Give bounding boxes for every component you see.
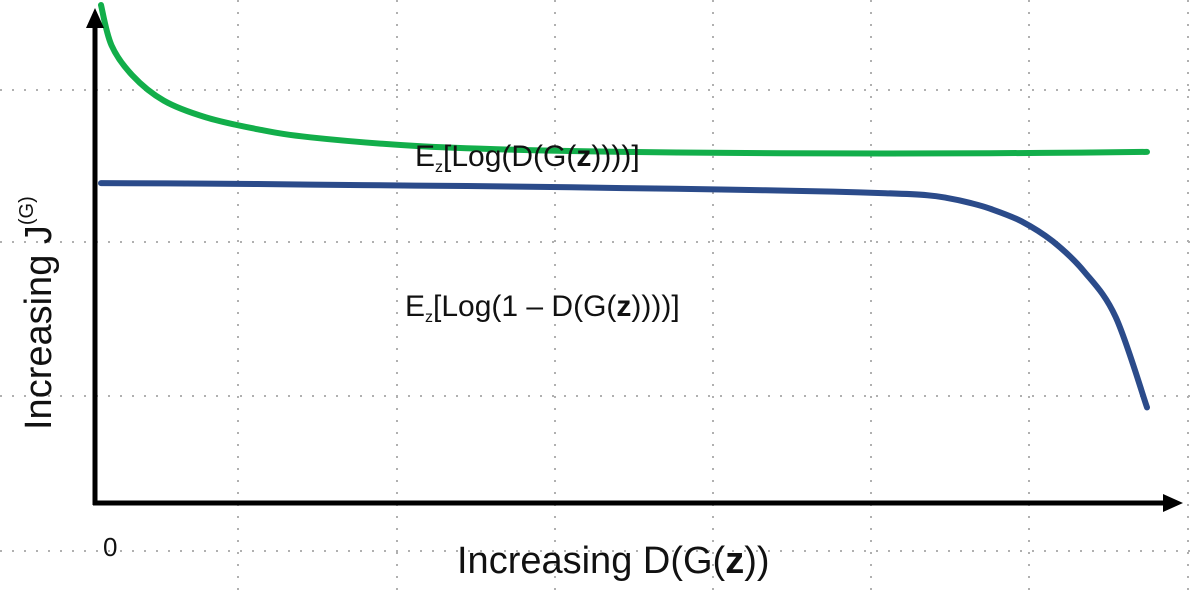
x-axis-arrowhead <box>1163 494 1183 512</box>
chart-axes <box>86 8 1183 512</box>
green-series-line <box>98 2 1150 157</box>
green-series-label: Ez[Log(D(G(z))))] <box>415 140 640 176</box>
blue-series-label: Ez[Log(1 – D(G(z))))] <box>405 290 680 326</box>
blue-series-line <box>98 180 1150 411</box>
chart-series-group <box>98 2 1150 411</box>
y-axis-arrowhead <box>86 8 104 28</box>
y-axis-title: Increasing J(G) <box>16 196 60 430</box>
x-tick-label-zero: 0 <box>103 532 118 562</box>
x-axis-title: Increasing D(G(z)) <box>457 540 770 582</box>
